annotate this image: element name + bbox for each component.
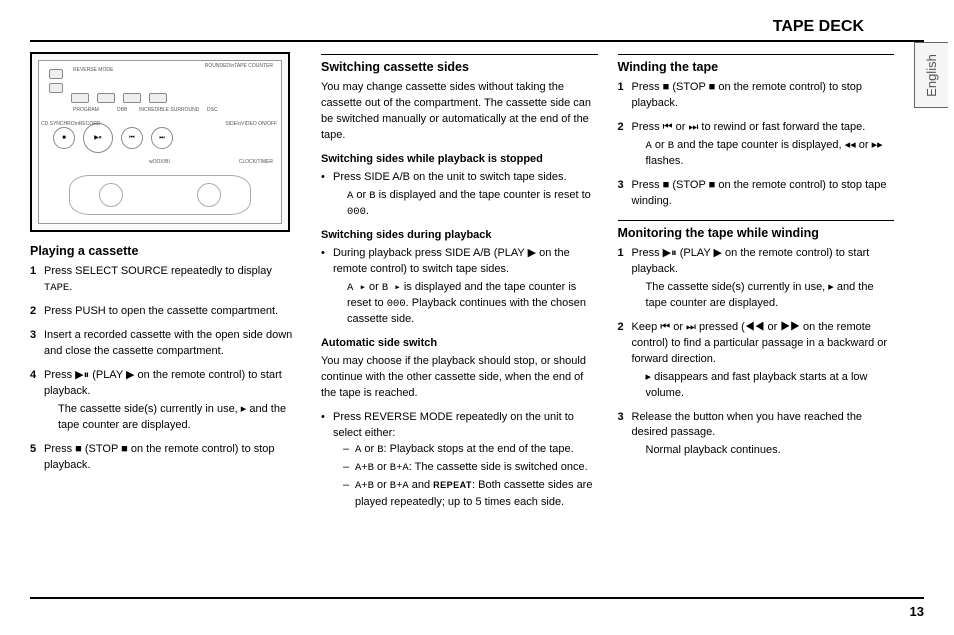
content: REVERSE MODE ROUNDED\nTAPE COUNTER PROGR… <box>30 52 894 517</box>
page-title: TAPE DECK <box>773 18 864 36</box>
heading-monitoring: Monitoring the tape while winding <box>618 220 895 242</box>
column-2: Switching cassette sides You may change … <box>321 52 598 517</box>
subhead-during: Switching sides during playback <box>321 228 598 244</box>
step-2: 2 Press PUSH to open the cassette compar… <box>30 304 301 320</box>
language-label: English <box>924 54 939 97</box>
column-1: REVERSE MODE ROUNDED\nTAPE COUNTER PROGR… <box>30 52 301 517</box>
bullet-stopped: • Press SIDE A/B on the unit to switch t… <box>321 170 598 220</box>
mon-step-2: 2 Keep ⏮ or ⏭ pressed (◀◀ or ▶▶ on the r… <box>618 320 895 402</box>
heading-playing: Playing a cassette <box>30 242 301 260</box>
step-1: 1 Press SELECT SOURCE repeatedly to disp… <box>30 264 301 296</box>
step-3: 3 Insert a recorded cassette with the op… <box>30 328 301 360</box>
language-tab: English <box>914 42 948 108</box>
wind-step-2: 2 Press ⏮ or ⏭ to rewind or fast forward… <box>618 120 895 170</box>
page-number: 13 <box>910 604 924 619</box>
tape-deck-diagram: REVERSE MODE ROUNDED\nTAPE COUNTER PROGR… <box>30 52 290 232</box>
header: TAPE DECK <box>30 18 924 42</box>
column-3: Winding the tape 1 Press ■ (STOP ■ on th… <box>618 52 895 517</box>
heading-switching: Switching cassette sides <box>321 54 598 76</box>
wind-step-1: 1 Press ■ (STOP ■ on the remote control)… <box>618 80 895 112</box>
switching-intro: You may change cassette sides without ta… <box>321 80 598 144</box>
wind-step-3: 3 Press ■ (STOP ■ on the remote control)… <box>618 178 895 210</box>
footer-rule <box>30 597 924 599</box>
mon-step-3: 3 Release the button when you have reach… <box>618 410 895 460</box>
subhead-stopped: Switching sides while playback is stoppe… <box>321 152 598 168</box>
bullet-auto: • Press REVERSE MODE repeatedly on the u… <box>321 410 598 512</box>
heading-winding: Winding the tape <box>618 54 895 76</box>
step-4: 4 Press ▶⏸ (PLAY ▶ on the remote control… <box>30 368 301 434</box>
subhead-auto: Automatic side switch <box>321 336 598 352</box>
bullet-during: • During playback press SIDE A/B (PLAY ▶… <box>321 246 598 328</box>
auto-intro: You may choose if the playback should st… <box>321 354 598 402</box>
mon-step-1: 1 Press ▶⏸ (PLAY ▶ on the remote control… <box>618 246 895 312</box>
step-5: 5 Press ■ (STOP ■ on the remote control)… <box>30 442 301 474</box>
